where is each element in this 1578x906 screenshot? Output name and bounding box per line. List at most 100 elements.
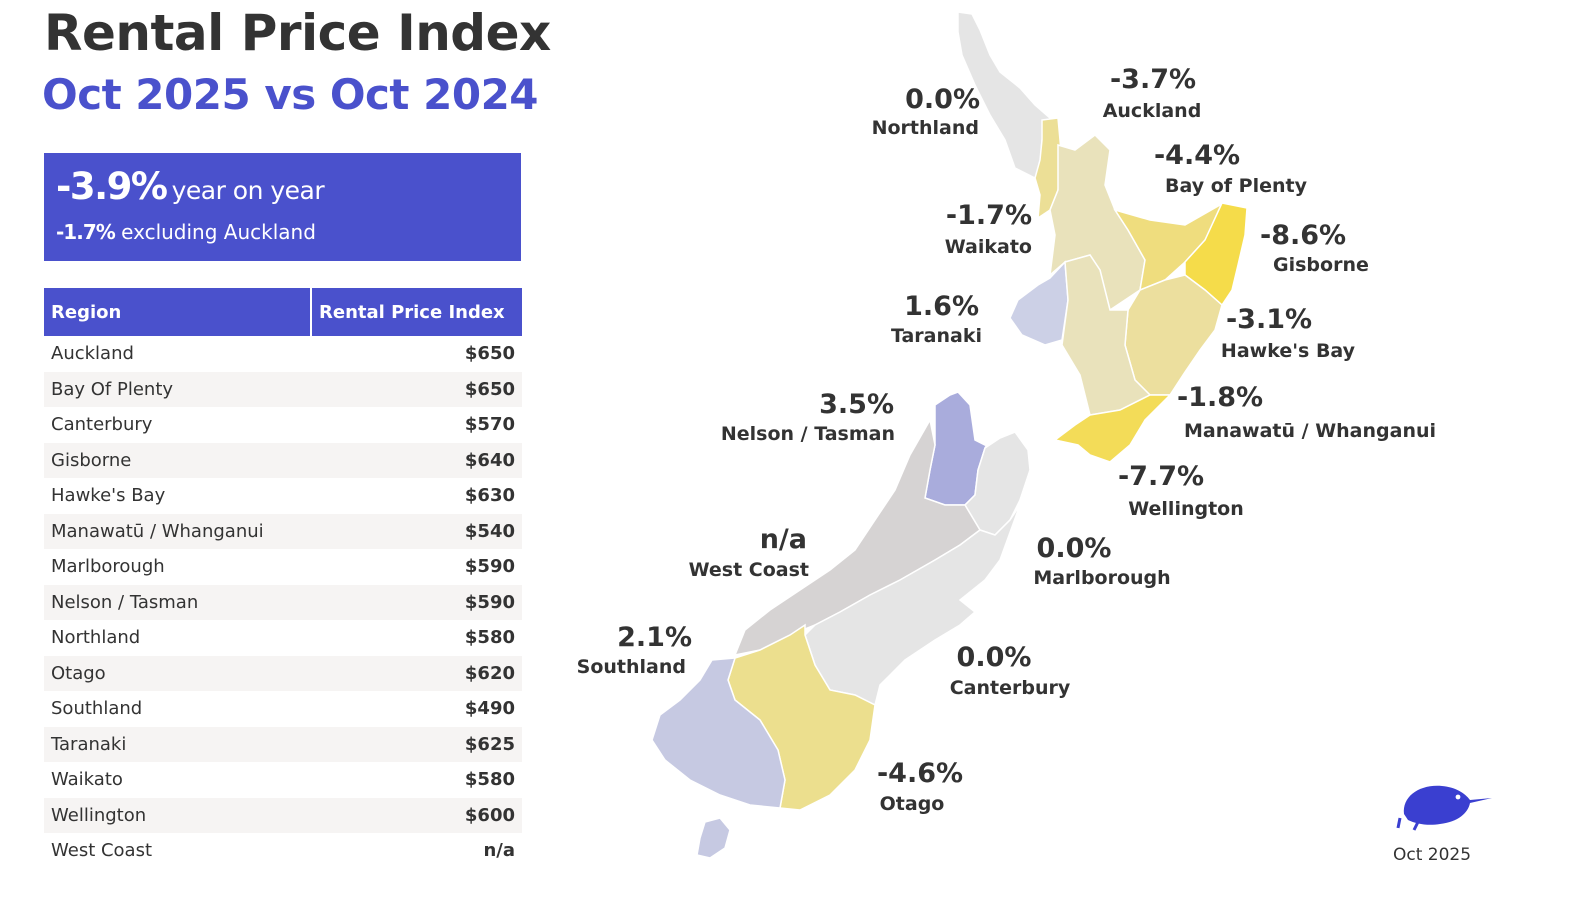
region-taranaki [1009, 260, 1069, 346]
table-row: Waikato $580 [44, 762, 522, 798]
region-name: Taranaki [891, 325, 982, 347]
region-name: Hawke's Bay [1221, 340, 1356, 362]
region-waikato [1049, 134, 1146, 312]
table-row: Hawke's Bay $630 [44, 478, 522, 514]
region-name: Bay of Plenty [1165, 175, 1308, 197]
region-cell: Wellington [44, 797, 311, 833]
table-row: Auckland $650 [44, 336, 522, 372]
region-auckland [1034, 117, 1063, 220]
change-value: 0.0% [1037, 533, 1112, 564]
region-wellington [1053, 394, 1172, 463]
region-name: Southland [577, 656, 686, 678]
region-name: Waikato [945, 236, 1032, 258]
rental-price-cell: $650 [464, 343, 515, 365]
region-cell: Waikato [51, 769, 123, 791]
rental-price-cell: $630 [464, 485, 515, 507]
region-cell: Southland [51, 698, 143, 720]
column-header-rental-price-index: Rental Price Index [310, 288, 522, 336]
map-label-nelson-tasman: 3.5% Nelson / Tasman [721, 389, 895, 445]
change-value: -8.6% [1260, 220, 1346, 251]
change-value: 2.1% [617, 622, 692, 653]
rental-price-cell: $600 [311, 797, 522, 833]
table-row: Bay Of Plenty $650 [44, 371, 522, 407]
rental-price-cell: $640 [311, 442, 522, 478]
rental-price-cell: n/a [483, 840, 515, 862]
map-label-taranaki: 1.6% Taranaki [891, 291, 982, 347]
table-row: Northland $580 [44, 620, 522, 656]
table-row: Canterbury $570 [44, 407, 522, 443]
logo-date-label: Oct 2025 [1393, 845, 1472, 865]
region-name: Northland [872, 117, 979, 139]
region-cell: Gisborne [44, 442, 311, 478]
region-cell: Marlborough [51, 556, 165, 578]
change-value: -3.1% [1226, 304, 1312, 335]
column-header-region: Region [44, 288, 311, 336]
page-subtitle: Oct 2025 vs Oct 2024 [42, 70, 539, 119]
change-value: -4.4% [1154, 140, 1240, 171]
map-label-otago: -4.6% Otago [877, 758, 963, 815]
page-title: Rental Price Index [44, 4, 551, 62]
region-cell: Hawke's Bay [51, 485, 166, 507]
secondary-text: excluding Auckland [121, 220, 316, 244]
region-cell: Otago [44, 655, 311, 691]
rental-price-cell: $490 [464, 698, 515, 720]
table-row: Marlborough $590 [44, 549, 522, 585]
region-stewart-island [696, 817, 731, 859]
rental-price-cell: $580 [464, 769, 515, 791]
region-southland [651, 657, 786, 809]
headline-text: year on year [171, 176, 325, 205]
region-cell: Bay Of Plenty [44, 371, 311, 407]
table-row: Southland $490 [44, 691, 522, 727]
change-value: 0.0% [905, 84, 980, 115]
map-label-bay-of-plenty: -4.4% Bay of Plenty [1154, 140, 1308, 197]
rental-price-cell: $650 [311, 371, 522, 407]
summary-panel: -3.9% year on year -1.7% excluding Auckl… [44, 153, 521, 261]
secondary-change: -1.7% [56, 220, 116, 244]
region-canterbury [804, 504, 1021, 707]
table-row: Wellington $600 [44, 797, 522, 833]
map-label-wellington: -7.7% Wellington [1118, 461, 1244, 520]
map-label-canterbury: 0.0% Canterbury [950, 642, 1071, 699]
map-label-auckland: -3.7% Auckland [1103, 64, 1202, 122]
map-label-waikato: -1.7% Waikato [945, 200, 1032, 258]
region-name: Canterbury [950, 677, 1071, 699]
headline-change: -3.9% [56, 165, 168, 208]
table-row: West Coast n/a [44, 833, 522, 869]
region-name: Nelson / Tasman [721, 423, 895, 445]
rental-price-cell: $580 [464, 627, 515, 649]
table-row: Taranaki $625 [44, 726, 522, 762]
map-label-gisborne: -8.6% Gisborne [1260, 220, 1369, 276]
map-label-west-coast: n/a West Coast [689, 524, 809, 581]
map-label-manawatu-whanganui: -1.8% Manawatū / Whanganui [1177, 382, 1436, 442]
region-name: Wellington [1128, 498, 1244, 520]
change-value: -4.6% [877, 758, 963, 789]
region-cell: Canterbury [51, 414, 153, 436]
region-cell: Taranaki [44, 726, 311, 762]
table-row: Gisborne $640 [44, 442, 522, 478]
change-value: 3.5% [819, 389, 894, 420]
change-value: 0.0% [957, 642, 1032, 673]
change-value: -3.7% [1110, 64, 1196, 95]
region-cell: West Coast [51, 840, 153, 862]
rental-price-cell: $625 [311, 726, 522, 762]
change-value: -7.7% [1118, 461, 1204, 492]
rental-price-cell: $590 [311, 584, 522, 620]
change-value: -1.8% [1177, 382, 1263, 413]
rental-price-table: Region Rental Price Index Auckland $650 Ba… [44, 288, 522, 869]
change-value: n/a [760, 524, 807, 555]
map-label-northland: 0.0% Northland [872, 84, 980, 139]
region-name: Marlborough [1033, 567, 1170, 589]
region-cell: Nelson / Tasman [44, 584, 311, 620]
region-cell: Auckland [51, 343, 134, 365]
kiwi-logo-icon [1396, 785, 1492, 831]
region-cell: Manawatū / Whanganui [44, 513, 311, 549]
region-hawkes-bay [1124, 274, 1223, 396]
rental-price-cell: $620 [311, 655, 522, 691]
change-value: 1.6% [904, 291, 979, 322]
region-cell: Northland [51, 627, 141, 649]
table-row: Otago $620 [44, 655, 522, 691]
region-name: Auckland [1103, 100, 1202, 122]
rental-price-cell: $590 [464, 556, 515, 578]
table-row: Nelson / Tasman $590 [44, 584, 522, 620]
